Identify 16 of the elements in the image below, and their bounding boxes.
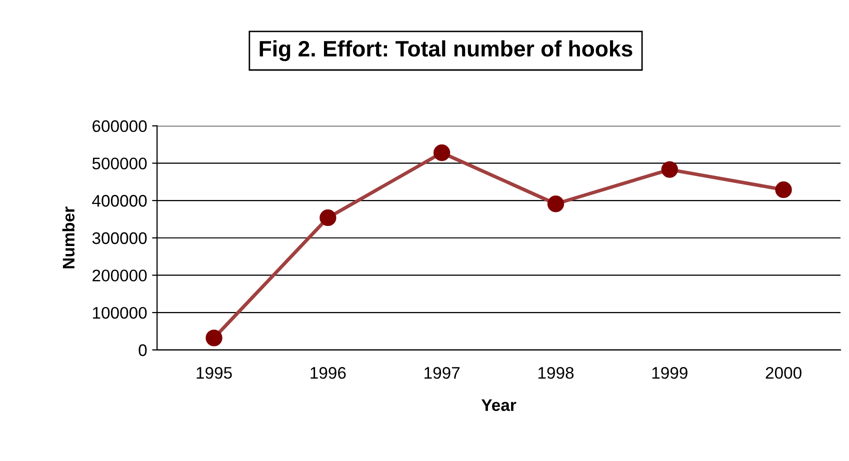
- y-tick-label: 500000: [92, 158, 147, 170]
- x-axis-title: Year: [481, 399, 516, 412]
- y-tick-label: 200000: [92, 270, 147, 282]
- x-tick-label: 1999: [652, 367, 688, 379]
- x-tick-label: 1998: [538, 367, 574, 379]
- x-tick-label: 2000: [766, 367, 802, 379]
- y-tick-label: 400000: [92, 194, 147, 207]
- y-tick-label: 300000: [92, 232, 147, 244]
- x-tick-label: 1997: [424, 367, 460, 379]
- y-tick-label: 0: [138, 344, 147, 356]
- chart-title: Fig 2. Effort: Total number of hooks: [260, 40, 632, 62]
- x-tick-label: 1996: [310, 367, 346, 379]
- y-axis-title: Number: [62, 206, 75, 268]
- y-tick-label: 600000: [92, 120, 147, 132]
- y-tick-label: 100000: [93, 306, 147, 319]
- x-tick-label: 1995: [196, 367, 232, 379]
